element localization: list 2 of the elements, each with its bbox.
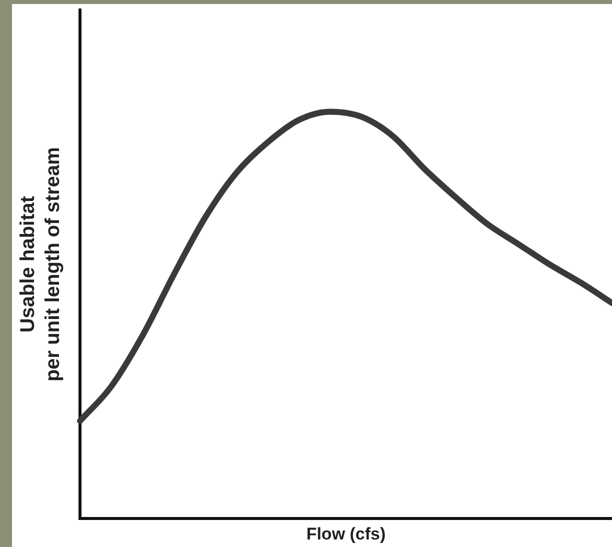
y-axis-title: Usable habitat per unit length of stream: [17, 147, 64, 382]
x-axis-title: Flow (cfs): [306, 524, 386, 544]
